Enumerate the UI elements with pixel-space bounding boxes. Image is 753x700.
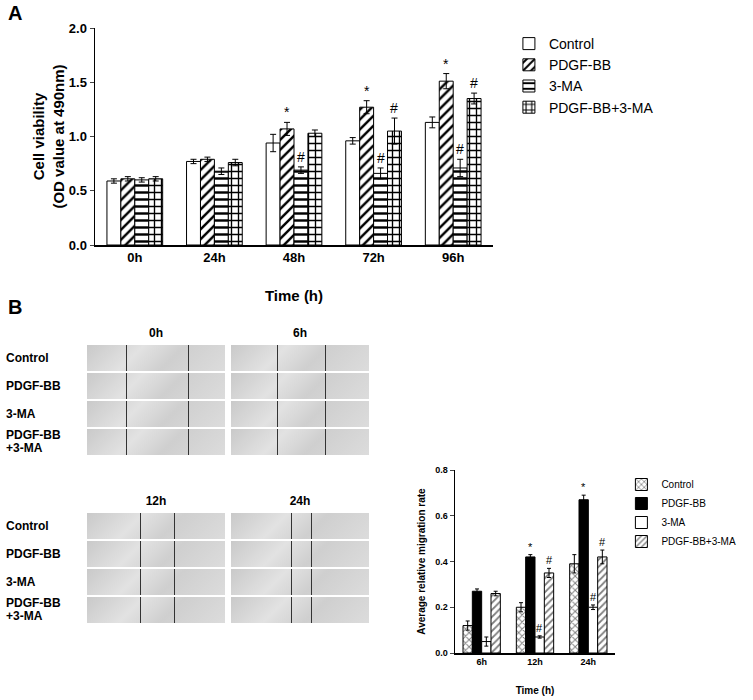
html-text:PDGF-BB: PDGF-BB — [6, 378, 61, 393]
svg-text:1.0: 1.0 — [69, 129, 87, 144]
svg-text:#: # — [599, 536, 606, 548]
svg-text:2.0: 2.0 — [69, 21, 87, 36]
svg-text:0.6: 0.6 — [435, 511, 448, 521]
svg-text:12h: 12h — [527, 657, 543, 667]
svg-text:#: # — [590, 591, 597, 603]
svg-text:PDGF-BB+3-MA: PDGF-BB+3-MA — [661, 536, 736, 547]
html-text:0h: 0h — [149, 326, 163, 340]
html-text:3-MA: 3-MA — [6, 406, 36, 421]
svg-text:#: # — [536, 622, 543, 634]
svg-text:0.0: 0.0 — [69, 238, 87, 253]
svg-text:72h: 72h — [362, 250, 384, 265]
html-text:PDGF-BB: PDGF-BB — [6, 428, 61, 442]
svg-text:0.2: 0.2 — [435, 602, 448, 612]
svg-text:*: * — [443, 56, 449, 72]
svg-text:96h: 96h — [442, 250, 464, 265]
svg-text:#: # — [456, 141, 464, 157]
svg-text:3-MA: 3-MA — [549, 78, 583, 94]
svg-text:Time (h): Time (h) — [265, 287, 323, 304]
html-text:A: A — [8, 2, 23, 24]
svg-text:0.4: 0.4 — [435, 557, 448, 567]
html-text:B: B — [8, 296, 23, 318]
svg-text:*: * — [581, 481, 586, 493]
svg-text:0.0: 0.0 — [435, 648, 448, 658]
svg-text:*: * — [364, 83, 370, 99]
svg-text:3-MA: 3-MA — [661, 517, 685, 528]
html-text:PDGF-BB: PDGF-BB — [6, 596, 61, 610]
svg-text:#: # — [546, 554, 553, 566]
svg-text:PDGF-BB: PDGF-BB — [549, 57, 611, 73]
svg-text:#: # — [297, 149, 305, 165]
svg-text:Control: Control — [661, 479, 693, 490]
html-text:12h: 12h — [145, 494, 167, 508]
svg-text:24h: 24h — [581, 657, 597, 667]
html-text:+3-MA: +3-MA — [6, 441, 43, 455]
html-text:24h: 24h — [289, 494, 311, 508]
svg-text:PDGF-BB: PDGF-BB — [661, 498, 706, 509]
svg-text:#: # — [390, 100, 398, 116]
svg-text:Control: Control — [549, 36, 594, 52]
html-text:3-MA: 3-MA — [6, 574, 36, 589]
svg-text:*: * — [284, 104, 290, 120]
svg-text:0.8: 0.8 — [435, 465, 448, 475]
svg-text:48h: 48h — [283, 250, 305, 265]
svg-text:PDGF-BB+3-MA: PDGF-BB+3-MA — [549, 100, 654, 116]
svg-text:#: # — [470, 75, 478, 91]
svg-text:*: * — [528, 541, 533, 553]
html-text:Control: Control — [6, 350, 49, 365]
svg-text:#: # — [377, 150, 385, 166]
svg-text:0h: 0h — [127, 250, 142, 265]
html-text:6h: 6h — [293, 326, 307, 340]
html-text:+3-MA: +3-MA — [6, 609, 43, 623]
svg-text:1.5: 1.5 — [69, 75, 87, 90]
svg-text:Average relative migration rat: Average relative migration rate — [416, 488, 427, 635]
svg-text:24h: 24h — [203, 250, 225, 265]
html-text:Control: Control — [6, 518, 49, 533]
svg-text:0.5: 0.5 — [69, 183, 87, 198]
html-text:PDGF-BB: PDGF-BB — [6, 546, 61, 561]
svg-text:Time (h): Time (h) — [516, 685, 555, 696]
svg-text:6h: 6h — [476, 657, 487, 667]
svg-text:Cell viability(OD value at 490: Cell viability(OD value at 490nm) — [30, 64, 67, 208]
